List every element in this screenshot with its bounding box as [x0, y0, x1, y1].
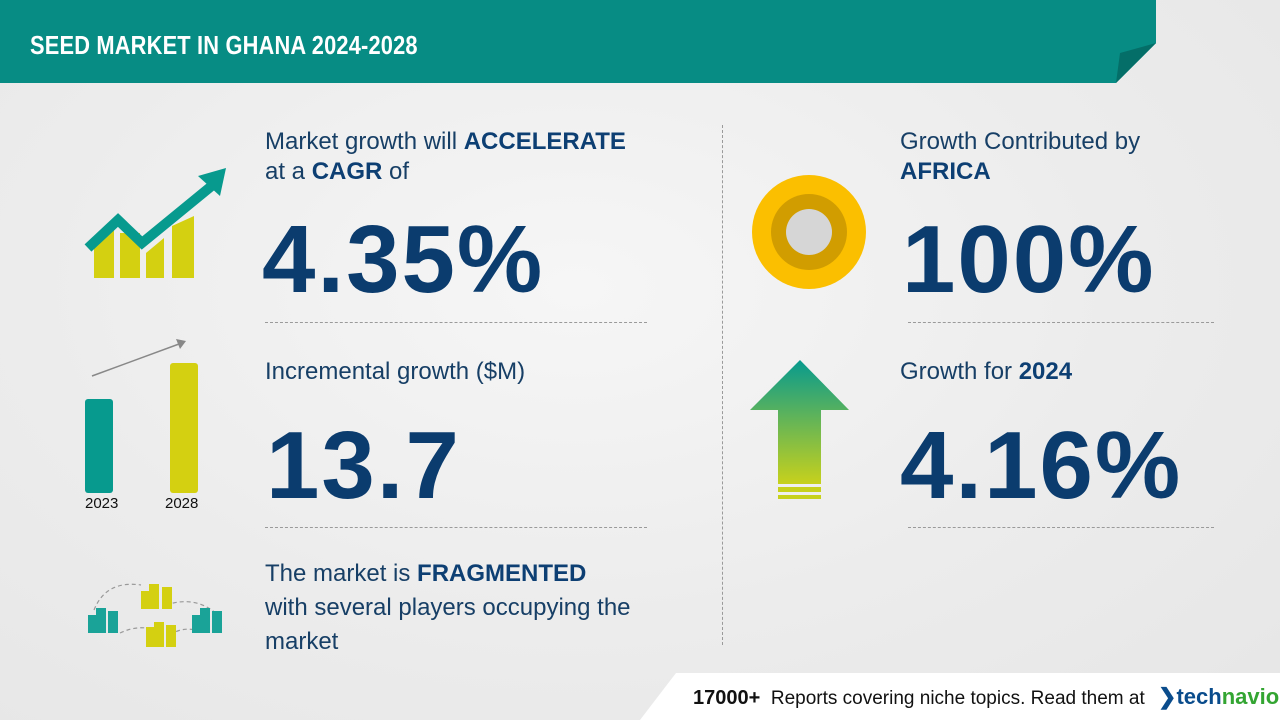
fragmented-prefix: The market is: [265, 560, 411, 587]
divider: [265, 322, 647, 323]
cagr-label: Market growth will ACCELERATE at a CAGR …: [265, 127, 626, 187]
yoy-value: 4.16%: [900, 412, 1183, 519]
region-name: AFRICA: [900, 158, 991, 185]
cagr-cagr: CAGR: [311, 158, 383, 185]
cagr-accelerate: ACCELERATE: [463, 128, 626, 155]
yoy-label: Growth for 2024: [900, 357, 1072, 387]
incremental-label: Incremental growth ($M): [265, 358, 526, 385]
divider: [265, 527, 647, 528]
growth-up-arrow-icon: [750, 360, 849, 499]
title-banner: [0, 0, 1156, 83]
logo-tech: tech: [1176, 684, 1222, 709]
fragmented-line2: with several players occupying the: [265, 594, 631, 621]
fragmented-buildings-icon: [88, 583, 222, 647]
logo-navio: navio: [1221, 684, 1280, 709]
incremental-value: 13.7: [266, 412, 461, 519]
cagr-of: of: [389, 158, 410, 185]
yoy-year: 2024: [1018, 358, 1073, 385]
region-target-icon: [752, 175, 866, 289]
growth-chart-icon: [84, 168, 226, 278]
cagr-prefix: Market growth will: [265, 128, 458, 155]
divider: [908, 322, 1214, 323]
yoy-prefix: Growth for: [900, 358, 1013, 385]
bar-label-2023: 2023: [85, 495, 119, 512]
fragmented-text: The market is FRAGMENTED with several pl…: [265, 557, 631, 659]
cagr-at-a: at a: [265, 158, 306, 185]
technavio-logo[interactable]: ❯technavio: [1158, 684, 1279, 710]
page-title: SEED MARKET IN GHANA 2024-2028: [30, 30, 418, 60]
region-label: Growth Contributed by AFRICA: [900, 127, 1140, 187]
fragmented-bold: FRAGMENTED: [417, 560, 587, 587]
fragmented-line3: market: [265, 628, 339, 655]
footer-message: Reports covering niche topics. Read them…: [770, 688, 1145, 709]
incremental-bars-icon: [85, 339, 198, 493]
region-label-text: Growth Contributed by: [900, 128, 1141, 155]
cagr-value: 4.35%: [262, 206, 545, 313]
region-value: 100%: [902, 206, 1156, 313]
report-count: 17000+: [693, 687, 761, 709]
footer-text: 17000+ Reports covering niche topics. Re…: [693, 687, 1145, 710]
vertical-divider: [722, 125, 723, 645]
bar-label-2028: 2028: [165, 495, 199, 512]
footer-banner: [640, 673, 1280, 720]
divider: [908, 527, 1214, 528]
logo-mark-icon: ❯: [1158, 684, 1177, 709]
